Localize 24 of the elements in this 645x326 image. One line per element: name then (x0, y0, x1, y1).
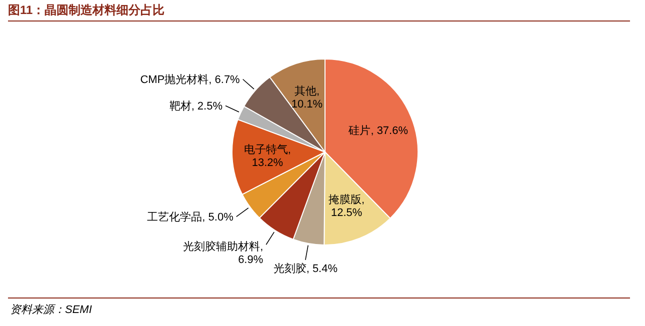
category: 掩膜版 (328, 194, 362, 206)
value-label: 12.5% (330, 206, 362, 219)
category: 光刻胶辅助材料 (183, 241, 260, 254)
value-label: , (316, 86, 320, 98)
category: 工艺化学品 (147, 212, 202, 224)
category: 光刻胶 (273, 262, 306, 275)
value-label: , (260, 241, 264, 254)
chart-title: 图11：晶圆制造材料细分占比 (8, 3, 165, 17)
value-label: , 5.0% (202, 212, 234, 224)
text: 资料来源：SEMI (10, 303, 92, 316)
category: 电子特气 (244, 144, 288, 156)
category: 其他 (294, 86, 316, 98)
value-label: 6.9% (238, 254, 264, 266)
value-label: , (288, 144, 291, 156)
value-label: , 6.7% (208, 74, 240, 86)
value-label: , 2.5% (191, 100, 222, 113)
category: 靶材 (169, 100, 192, 113)
value-label: , 5.4% (306, 262, 338, 275)
value-label: , (362, 194, 365, 206)
value-label: , 37.6% (370, 125, 408, 138)
value-label: 10.1% (291, 98, 323, 111)
value-label: 13.2% (252, 156, 284, 169)
category: CMP抛光材料 (140, 74, 209, 86)
category: 硅片 (348, 125, 371, 138)
